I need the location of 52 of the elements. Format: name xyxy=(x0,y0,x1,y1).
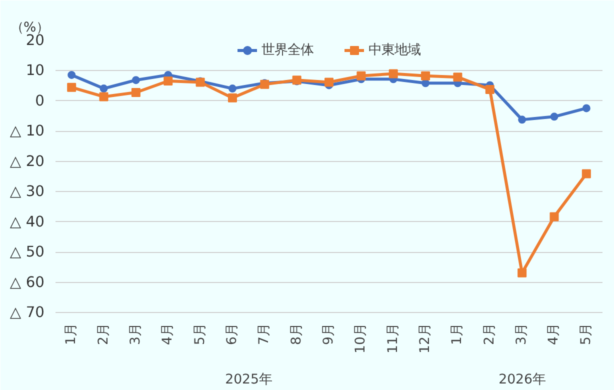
x-tick-label: 2月 xyxy=(96,323,112,345)
legend-label: 中東地域 xyxy=(368,42,420,59)
x-tick-label: 1月 xyxy=(450,323,466,345)
point xyxy=(132,76,140,84)
x-tick-label: 11月 xyxy=(386,323,401,354)
x-tick-label: 1月 xyxy=(64,323,80,345)
y-tick-label: △ 60 xyxy=(10,274,45,291)
point xyxy=(550,112,558,121)
point xyxy=(518,268,527,278)
x-tick-label: 9月 xyxy=(322,323,336,345)
legend-label: 世界全体 xyxy=(262,42,314,59)
point xyxy=(421,71,430,80)
point xyxy=(582,169,591,178)
x-tick-label: 3月 xyxy=(128,323,144,345)
y-tick-label: △ 50 xyxy=(10,244,45,261)
text: 2025年 xyxy=(225,372,272,388)
y-tick-label: △ 20 xyxy=(10,152,45,170)
y-tick-label: △ 30 xyxy=(10,183,45,200)
point xyxy=(422,79,430,88)
point xyxy=(228,93,237,102)
point xyxy=(67,82,76,92)
x-tick-label: 8月 xyxy=(289,323,304,345)
text: 2026年 xyxy=(498,372,546,388)
x-tick-label: 5月 xyxy=(192,323,208,345)
y-tick-label: 0 xyxy=(35,92,45,110)
point xyxy=(356,71,366,80)
point xyxy=(99,92,108,102)
point xyxy=(131,88,140,97)
y-tick-label: △ 40 xyxy=(10,213,45,230)
x-tick-label: 12月 xyxy=(418,323,434,354)
x-tick-label: 4月 xyxy=(160,323,176,345)
x-tick-label: 2月 xyxy=(482,323,498,345)
point xyxy=(550,212,559,222)
point xyxy=(518,116,526,124)
x-tick-label: 4月 xyxy=(546,323,562,345)
point xyxy=(324,78,334,87)
point xyxy=(68,70,76,79)
x-tick-label: 5月 xyxy=(578,323,594,345)
y-tick-label: △ 10 xyxy=(10,122,45,140)
point xyxy=(485,84,494,94)
point xyxy=(453,72,462,82)
point xyxy=(582,104,590,112)
x-tick-label: 6月 xyxy=(224,323,240,345)
x-tick-label: 7月 xyxy=(257,323,272,345)
point xyxy=(388,69,398,78)
point xyxy=(228,84,236,93)
y-tick-label: 10 xyxy=(26,62,45,80)
point xyxy=(100,84,108,93)
x-tick-label: 3月 xyxy=(514,323,530,345)
point xyxy=(164,76,173,86)
x-tick-label: 10月 xyxy=(354,323,369,354)
y-tick-label: △ 70 xyxy=(10,304,45,321)
